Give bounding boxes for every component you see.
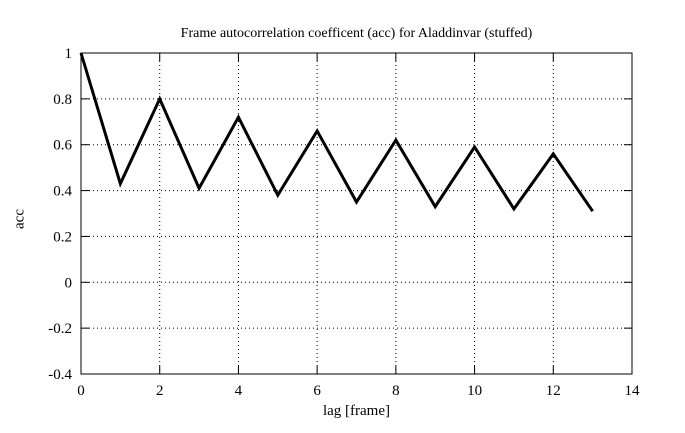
x-tick-label: 4 bbox=[235, 383, 243, 399]
x-tick-label: 0 bbox=[77, 383, 85, 399]
acc-line bbox=[79, 52, 594, 213]
x-axis-title: lag [frame] bbox=[322, 403, 391, 419]
chart-title: Frame autocorrelation coefficent (acc) f… bbox=[180, 26, 533, 41]
y-tick-label: 0 bbox=[65, 275, 73, 291]
x-tick-label: 14 bbox=[625, 383, 641, 399]
x-tick-label: 8 bbox=[392, 383, 400, 399]
y-tick-label: -0.2 bbox=[48, 321, 72, 337]
y-tick-label: 0.4 bbox=[53, 184, 72, 200]
y-tick-label: 0.8 bbox=[53, 92, 72, 108]
y-tick-label: 0.2 bbox=[53, 229, 72, 245]
x-tick-label: 2 bbox=[156, 383, 164, 399]
x-tick-label: 6 bbox=[313, 383, 321, 399]
plot-border bbox=[80, 52, 633, 375]
x-tick-label: 12 bbox=[546, 383, 561, 399]
y-tick-label: 0.6 bbox=[53, 138, 72, 154]
x-tick-label: 10 bbox=[467, 383, 482, 399]
y-tick-label: 1 bbox=[65, 46, 73, 62]
y-tick-label: -0.4 bbox=[48, 367, 72, 383]
